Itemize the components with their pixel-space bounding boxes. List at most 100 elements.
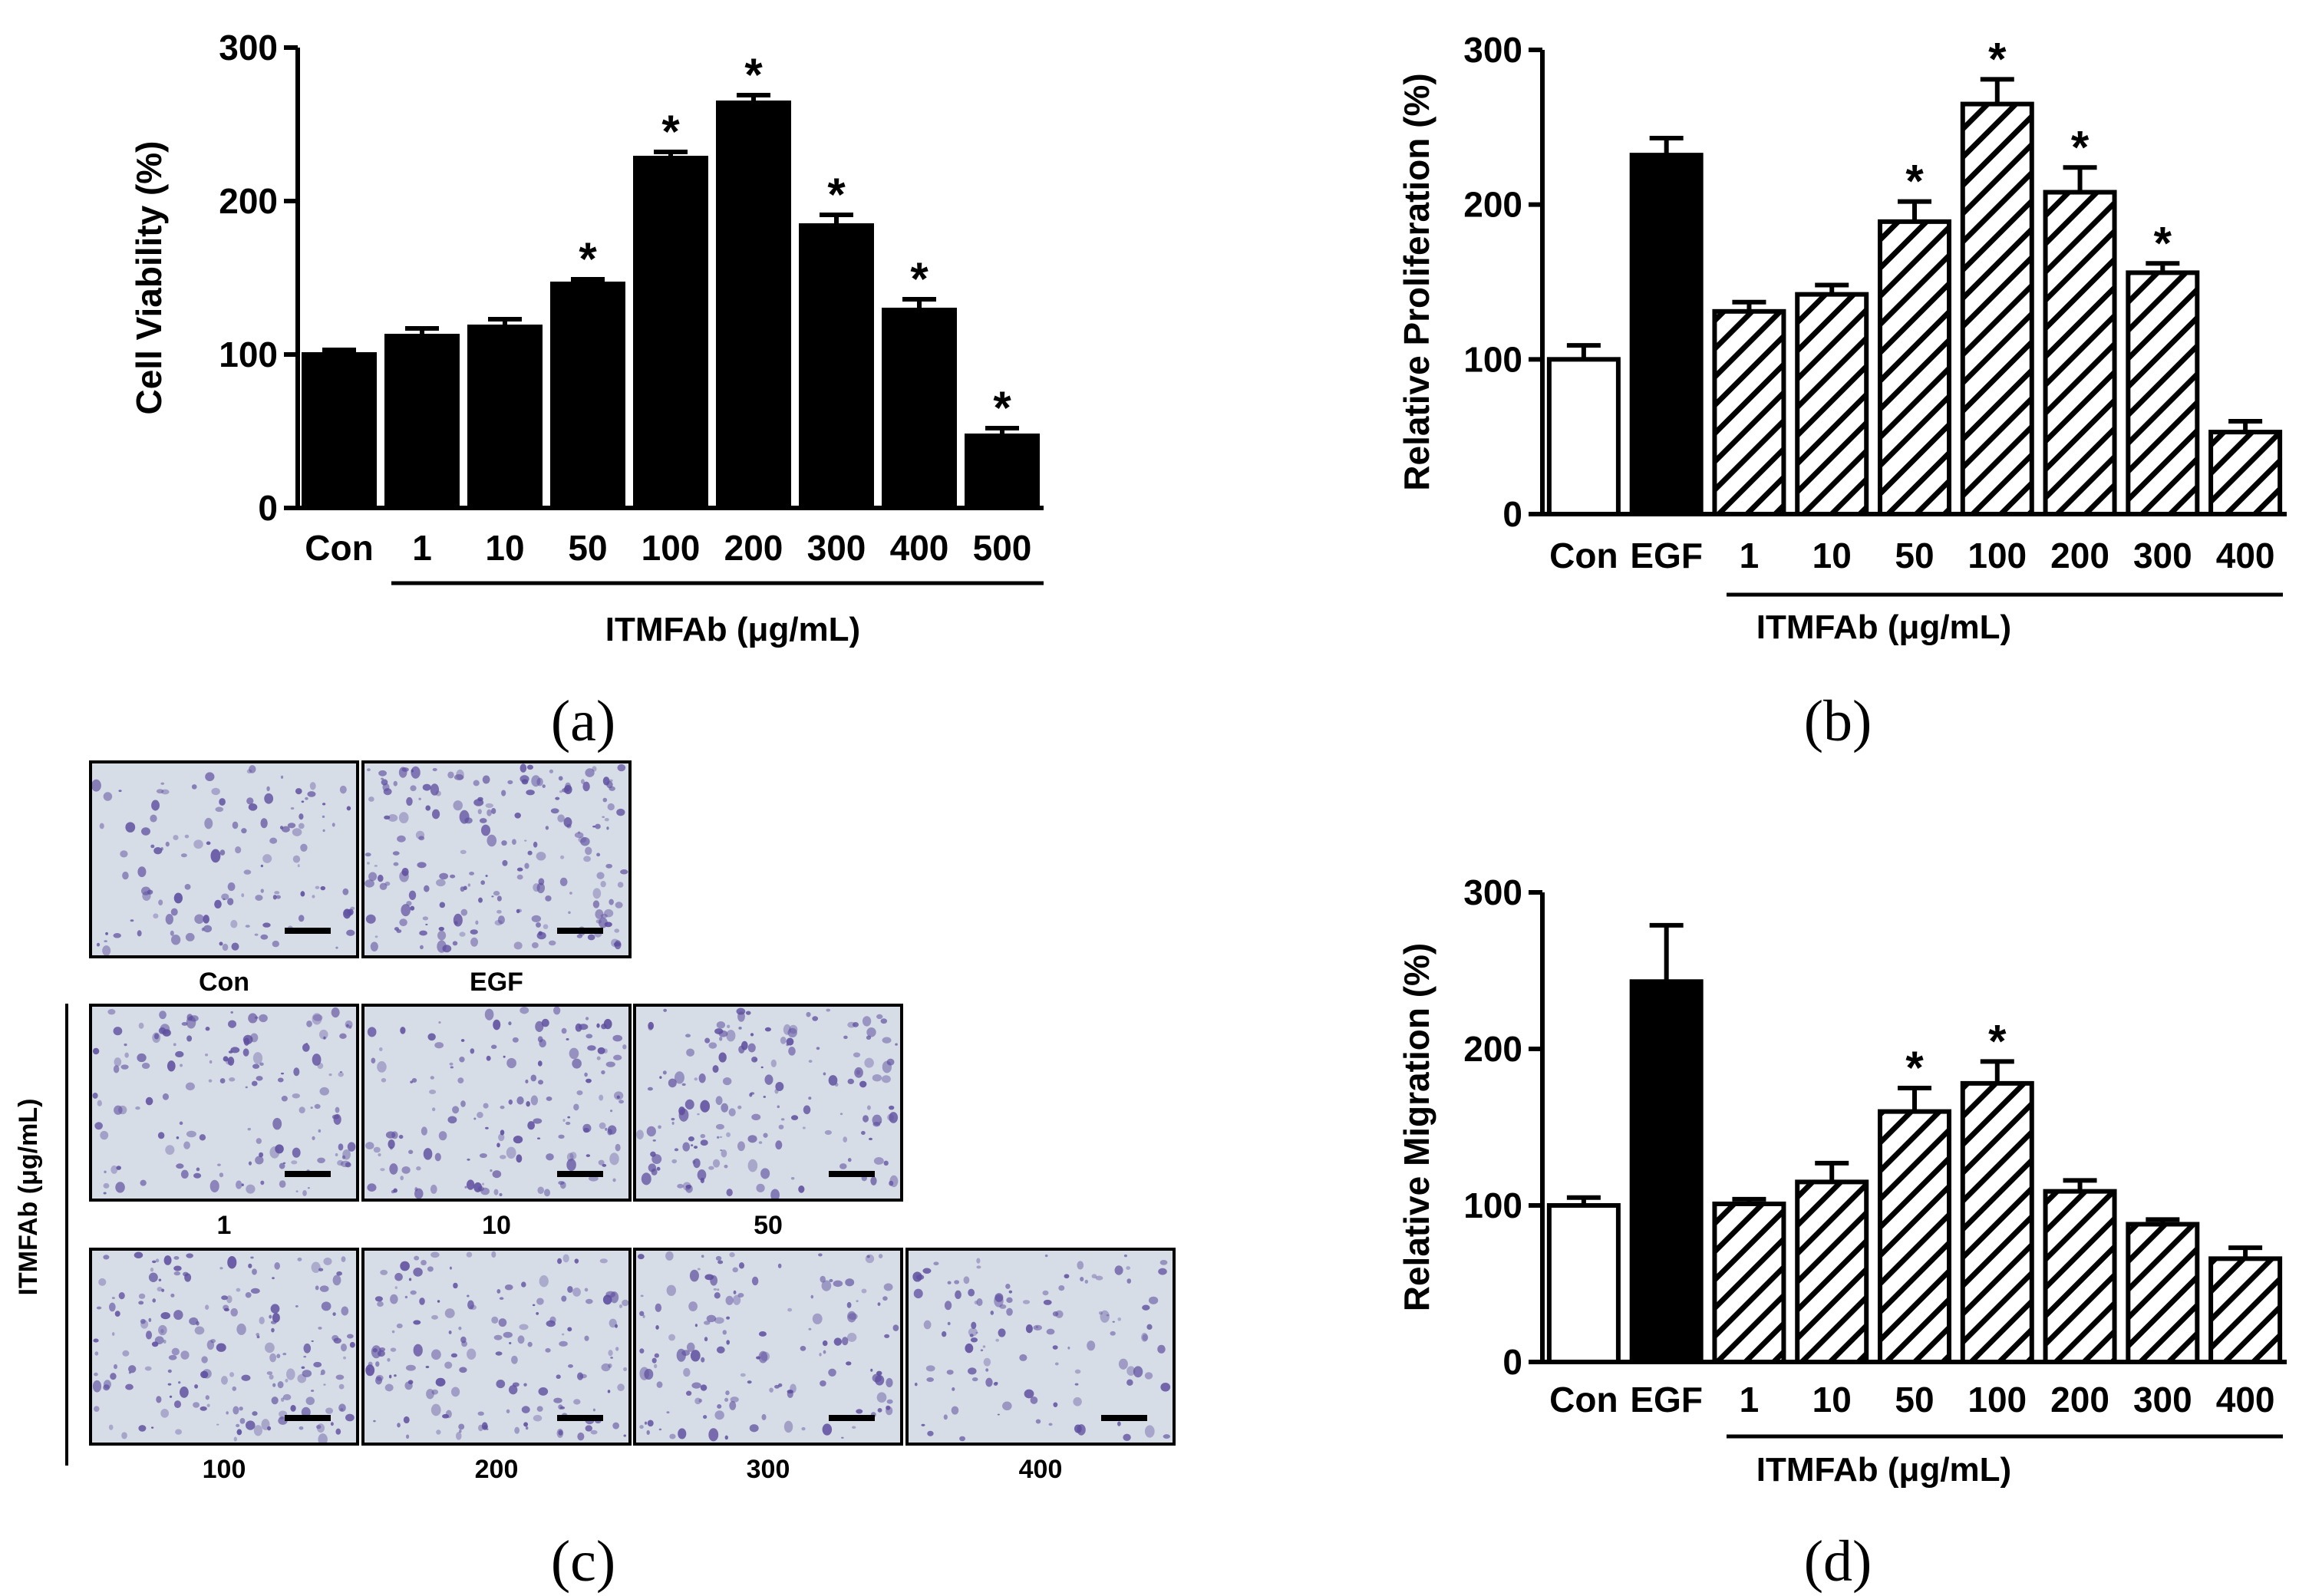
- stained-cell: [615, 1347, 619, 1351]
- stained-cell: [210, 1339, 216, 1344]
- stained-cell: [520, 763, 527, 773]
- stained-cell: [310, 1390, 315, 1393]
- stained-cell: [262, 922, 271, 928]
- stained-cell: [999, 1304, 1007, 1309]
- stained-cell: [332, 1274, 341, 1286]
- stained-cell: [536, 882, 546, 894]
- stained-cell: [301, 800, 305, 803]
- micrograph-frame: [89, 1248, 359, 1446]
- stained-cell: [256, 1076, 263, 1081]
- stained-cell: [952, 1387, 955, 1391]
- stained-cell: [426, 1388, 434, 1400]
- stained-cell: [247, 1127, 251, 1131]
- x-category-label: 10: [1812, 1380, 1852, 1420]
- stained-cell: [764, 1027, 771, 1032]
- stained-cell: [720, 1149, 723, 1152]
- stained-cell: [318, 1029, 328, 1040]
- stained-cell: [642, 1314, 645, 1318]
- stained-cell: [559, 790, 563, 793]
- stained-cell: [969, 1334, 974, 1337]
- stained-cell: [769, 1387, 773, 1393]
- stained-cell: [569, 1152, 577, 1160]
- stained-cell: [761, 1413, 767, 1420]
- stained-cell: [382, 783, 390, 792]
- stained-cell: [200, 1370, 209, 1379]
- micrograph-tile: Con: [89, 760, 359, 997]
- stained-cell: [251, 1080, 258, 1087]
- stained-cell: [1084, 1279, 1088, 1284]
- stained-cell: [577, 1432, 585, 1441]
- significance-marker: *: [910, 253, 929, 305]
- stained-cell: [512, 1382, 520, 1387]
- stained-cell: [421, 1259, 427, 1266]
- stained-cell: [822, 1423, 833, 1436]
- stained-cell: [222, 943, 229, 951]
- stained-cell: [618, 1100, 625, 1104]
- stained-cell: [153, 846, 163, 855]
- stained-cell: [458, 1423, 465, 1430]
- stained-cell: [483, 1103, 489, 1109]
- stained-cell: [698, 1398, 703, 1403]
- x-category-label: 200: [2050, 1380, 2109, 1420]
- stained-cell: [103, 792, 113, 801]
- stained-cell: [612, 1034, 623, 1042]
- stained-cell: [485, 803, 493, 809]
- stained-cell: [770, 1059, 777, 1067]
- stained-cell: [318, 1268, 324, 1271]
- group-label: ITMFAb (μg/mL): [1756, 608, 2011, 646]
- micrograph-frame: [905, 1248, 1176, 1446]
- stained-cell: [406, 1434, 410, 1439]
- stained-cell: [455, 1432, 462, 1440]
- stained-cell: [493, 891, 500, 896]
- stained-cell: [497, 915, 505, 925]
- stained-cell: [646, 1429, 650, 1436]
- stained-cell: [155, 1258, 160, 1263]
- stained-cell: [710, 1275, 718, 1286]
- stained-cell: [450, 1387, 460, 1397]
- stained-cell: [863, 1115, 869, 1123]
- stained-cell: [545, 826, 549, 830]
- stained-cell: [873, 1157, 884, 1165]
- stained-cell: [290, 807, 295, 810]
- stained-cell: [975, 1331, 978, 1334]
- stained-cell: [311, 1261, 321, 1273]
- stained-cell: [194, 1326, 205, 1335]
- stained-cell: [745, 1011, 751, 1015]
- stained-cell: [340, 1408, 344, 1411]
- stained-cell: [843, 1035, 848, 1040]
- stained-cell: [500, 1129, 505, 1136]
- stained-cell: [223, 1307, 229, 1312]
- stained-cell: [773, 1384, 780, 1389]
- stained-cell: [601, 1070, 605, 1075]
- stained-cell: [605, 1061, 615, 1067]
- stained-cell: [201, 927, 205, 932]
- stained-cell: [259, 1062, 264, 1066]
- stained-cell: [377, 874, 384, 882]
- micrograph-frame: [361, 760, 632, 958]
- stained-cell: [280, 775, 284, 779]
- stained-cell: [423, 1148, 433, 1160]
- stained-cell: [480, 880, 486, 885]
- stained-cell: [170, 930, 174, 936]
- stained-cell: [230, 1307, 238, 1317]
- stained-cell: [543, 924, 549, 929]
- stained-cell: [1077, 1424, 1086, 1436]
- stained-cell: [1077, 1261, 1084, 1270]
- stained-cell: [145, 1331, 153, 1340]
- stained-cell: [173, 1255, 180, 1260]
- stained-cell: [527, 1121, 536, 1130]
- stained-cell: [881, 1075, 891, 1083]
- stained-cell: [335, 1106, 340, 1113]
- stained-cell: [230, 1047, 240, 1054]
- stained-cell: [302, 1190, 307, 1196]
- stained-cell: [295, 1190, 299, 1192]
- stained-cell: [227, 1255, 237, 1269]
- stained-cell: [1160, 1382, 1171, 1392]
- stained-cell: [719, 1136, 723, 1139]
- stained-cell: [318, 1326, 322, 1330]
- significance-marker: *: [993, 382, 1011, 434]
- stained-cell: [985, 1368, 989, 1372]
- stained-cell: [1052, 1345, 1058, 1350]
- stained-cell: [546, 1153, 554, 1161]
- significance-marker: *: [2071, 121, 2090, 173]
